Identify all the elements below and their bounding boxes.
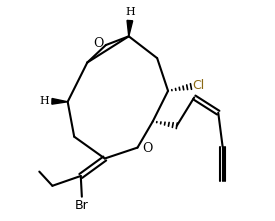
- Text: Br: Br: [75, 199, 89, 212]
- Text: Cl: Cl: [193, 79, 205, 92]
- Polygon shape: [52, 99, 68, 104]
- Polygon shape: [127, 20, 133, 36]
- Text: O: O: [142, 142, 153, 155]
- Text: H: H: [39, 96, 49, 106]
- Text: H: H: [125, 7, 135, 17]
- Text: O: O: [93, 37, 103, 50]
